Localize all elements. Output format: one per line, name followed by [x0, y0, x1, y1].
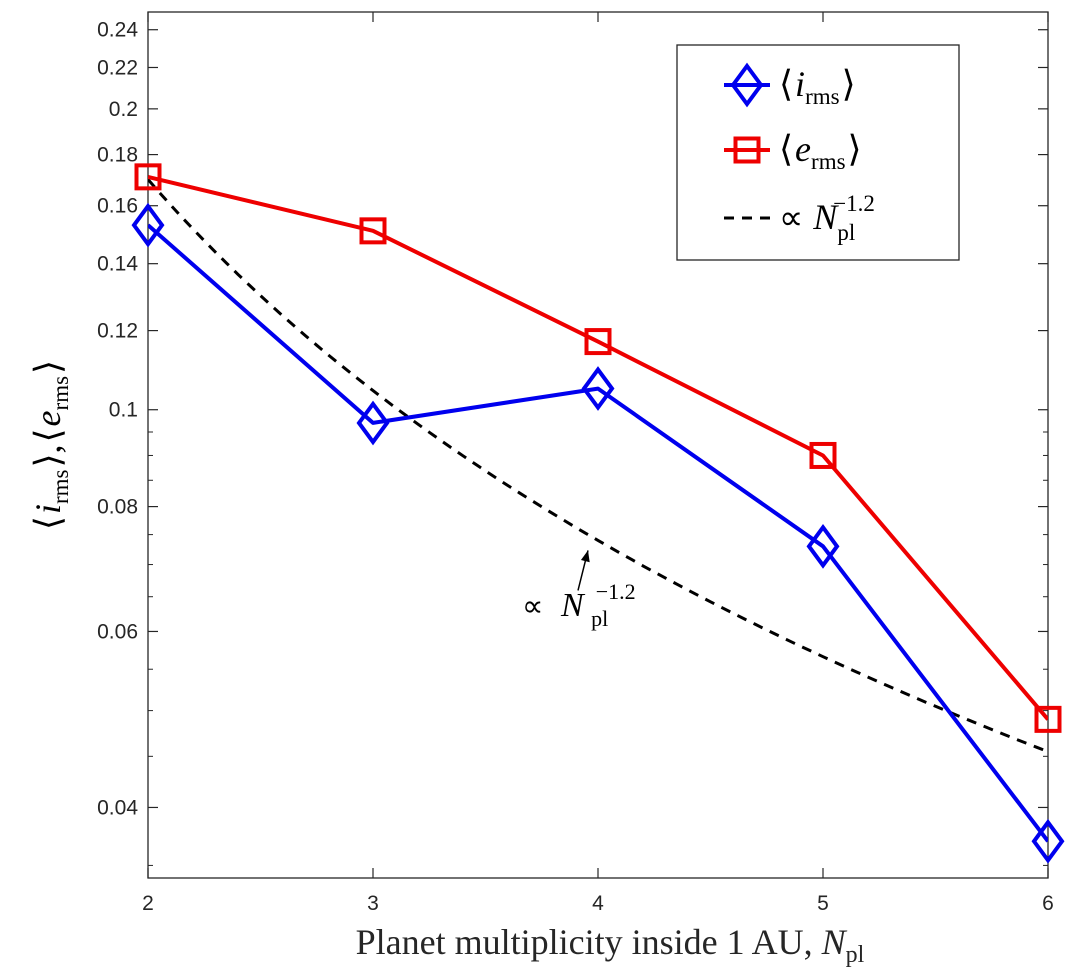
- legend-marker-i-rms: [730, 62, 764, 108]
- annotation-arrow-head: [580, 550, 590, 563]
- x-tick-label: 6: [1042, 892, 1054, 915]
- legend-label-power-law: ∝ Npl −1.2: [779, 191, 875, 245]
- marker-diamond-i-rms: [356, 400, 390, 446]
- y-axis-title-separator: ,: [28, 444, 68, 453]
- x-tick-labels: 2 3 4 5 6: [142, 892, 1054, 915]
- y-axis-title: ⟨irms⟩,⟨erms⟩: [28, 360, 73, 530]
- y-tick-label: 0.16: [97, 195, 138, 218]
- marker-square-e-rms: [809, 441, 837, 469]
- annotation-symbol: N: [560, 587, 586, 624]
- marker-diamond-i-rms: [806, 523, 840, 569]
- marker-diamond-i-rms: [581, 366, 615, 411]
- y-tick-label: 0.04: [97, 796, 138, 819]
- y-tick-label: 0.2: [109, 98, 138, 121]
- x-tick-label: 4: [592, 892, 604, 915]
- legend-subscript-power-law: pl: [837, 220, 855, 245]
- series-line-power-law: [148, 178, 1048, 754]
- tick-marks: [147, 12, 1049, 878]
- y-tick-label: 0.06: [97, 620, 138, 643]
- legend-symbol-i: i: [795, 64, 805, 104]
- legend-entry-power-law: ∝ Npl −1.2: [724, 191, 875, 245]
- legend-entry-e-rms: ⟨erms⟩: [724, 129, 862, 174]
- y-tick-label: 0.1: [109, 399, 138, 422]
- annotation-subscript: pl: [591, 606, 608, 631]
- y-tick-label: 0.24: [97, 19, 138, 42]
- annotation-superscript: −1.2: [596, 579, 636, 604]
- annotation-label: ∝ N pl −1.2: [522, 579, 636, 633]
- legend-box: [676, 44, 960, 261]
- legend-subscript-e: rms: [811, 149, 846, 174]
- x-axis-title: Planet multiplicity inside 1 AU, Npl: [356, 922, 865, 968]
- y-axis-title-sub-e: rms: [48, 376, 73, 411]
- y-tick-label: 0.18: [97, 144, 138, 167]
- x-tick-label: 2: [142, 892, 154, 915]
- y-tick-label: 0.12: [97, 320, 138, 343]
- marker-square-e-rms: [1034, 705, 1062, 733]
- marker-square-e-rms: [584, 328, 612, 356]
- series-layer: [148, 174, 1048, 843]
- legend-symbol-e: e: [795, 129, 811, 169]
- legend-label-i-rms: ⟨irms⟩: [779, 64, 856, 109]
- marker-square-e-rms: [359, 217, 387, 245]
- legend-entry-i-rms: ⟨irms⟩: [724, 62, 856, 109]
- series-line-i-rms: [148, 223, 1048, 843]
- x-axis-title-subscript: pl: [846, 942, 865, 968]
- legend-subscript-i: rms: [805, 84, 840, 109]
- marker-square-e-rms: [134, 163, 162, 191]
- y-tick-label: 0.22: [97, 56, 138, 79]
- y-tick-label: 0.08: [97, 496, 138, 519]
- legend-marker-e-rms: [733, 136, 761, 164]
- marker-diamond-i-rms: [131, 202, 165, 248]
- y-tick-label: 0.14: [97, 253, 138, 276]
- x-axis-title-symbol: N: [821, 922, 848, 962]
- marker-diamond-i-rms: [1031, 818, 1065, 864]
- legend-superscript-power-law: −1.2: [833, 191, 875, 216]
- y-axis-title-sub-i: rms: [48, 469, 73, 504]
- legend-symbol-power-law: N: [812, 197, 839, 237]
- series-line-e-rms: [148, 174, 1048, 721]
- y-axis-title-e: e: [28, 410, 68, 426]
- power-law-annotation: ∝ N pl −1.2: [522, 550, 636, 633]
- x-tick-label: 3: [367, 892, 379, 915]
- x-tick-label: 5: [817, 892, 829, 915]
- x-axis-title-text: Planet multiplicity inside 1 AU,: [356, 922, 822, 962]
- y-tick-labels: 0.04 0.06 0.08 0.1 0.12 0.14 0.16 0.18 0.2 0.22 0.…: [97, 19, 138, 820]
- legend: ⟨irms⟩ ⟨erms⟩ ∝ Npl −1.2: [676, 44, 960, 261]
- marker-layer: [131, 163, 1065, 864]
- annotation-prefix: ∝: [522, 590, 543, 623]
- legend-label-e-rms: ⟨erms⟩: [779, 129, 862, 174]
- legend-prefix-power-law: ∝: [779, 200, 803, 237]
- y-axis-title-i: i: [28, 504, 68, 514]
